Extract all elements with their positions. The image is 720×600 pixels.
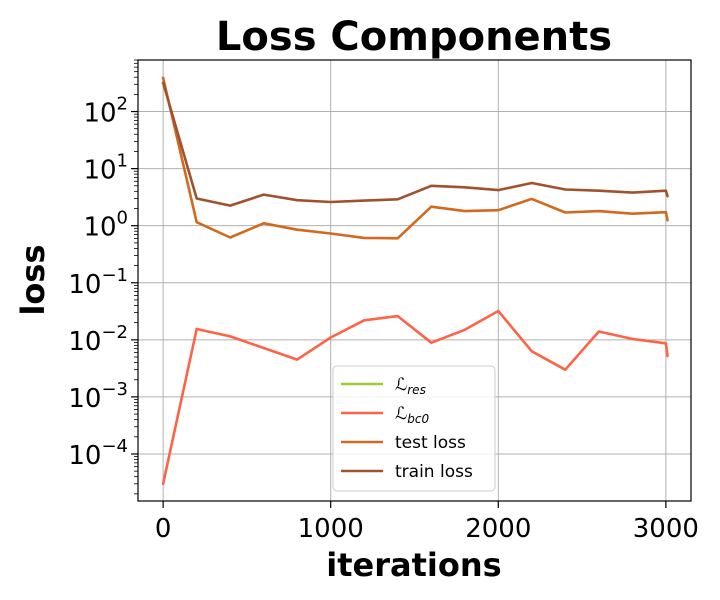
y-tick-label: 10−1	[68, 265, 128, 300]
y-tick-label: 10−2	[68, 322, 128, 357]
series-line	[161, 309, 669, 486]
y-tick-label: 101	[83, 151, 128, 186]
plot-area	[161, 76, 669, 486]
axis-ticks: 0 1000 2000 3000 10−4 10−3 10−2 10−1 100 101 102	[68, 59, 699, 544]
legend-label: test loss	[395, 433, 466, 453]
x-tick-label: 0	[155, 514, 172, 544]
plot-frame	[137, 59, 692, 502]
y-tick-label: 10−3	[68, 379, 128, 414]
legend: ℒres ℒbc0 test loss train loss	[332, 365, 496, 492]
legend-box	[332, 365, 496, 492]
legend-label: ℒbc0	[395, 404, 429, 426]
x-tick-label: 1000	[298, 514, 364, 544]
y-tick-label: 10−4	[68, 436, 128, 471]
series-line	[161, 81, 669, 207]
y-axis-label: loss	[14, 244, 52, 315]
chart-title: Loss Components	[216, 14, 612, 60]
x-axis-label: iterations	[326, 546, 501, 584]
x-tick-label: 3000	[633, 514, 699, 544]
legend-label: train loss	[395, 462, 473, 482]
y-tick-label: 102	[83, 94, 128, 129]
x-tick-label: 2000	[465, 514, 531, 544]
legend-label: ℒres	[395, 375, 426, 397]
series-line	[161, 76, 669, 240]
y-tick-label: 100	[83, 208, 128, 243]
